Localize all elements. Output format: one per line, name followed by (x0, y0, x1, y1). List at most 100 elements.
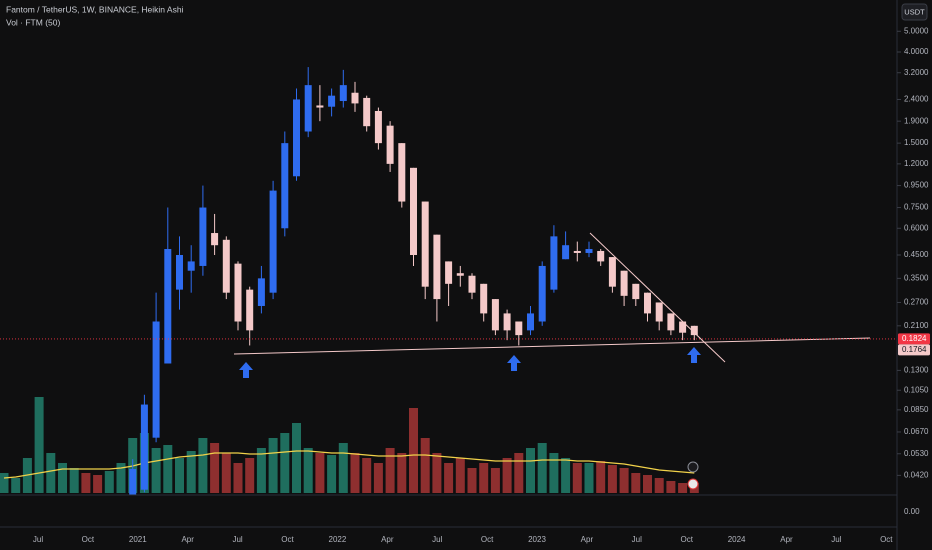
volume-bar (549, 453, 559, 493)
candle-body (468, 275, 476, 293)
volume-bar (11, 478, 21, 493)
x-tick-label: Jul (632, 535, 642, 544)
candle-body (328, 95, 336, 107)
x-tick-label: Oct (481, 535, 494, 544)
candle-body (164, 249, 172, 364)
volume-bar (479, 463, 489, 493)
y-tick-label: 1.9000 (904, 116, 929, 125)
x-tick-label: Oct (281, 535, 294, 544)
volume-bar (373, 463, 383, 493)
volume-bar (584, 463, 594, 493)
candle-body (246, 289, 254, 331)
price-label-box (898, 344, 930, 356)
candle-body (585, 249, 593, 253)
volume-bar (490, 468, 500, 493)
volume-bar (514, 453, 524, 493)
event-icon[interactable] (687, 478, 699, 490)
candle-body (234, 263, 242, 322)
price-label: 0.1824 (902, 334, 927, 343)
volume-bar (256, 448, 266, 493)
volume-bar (151, 448, 161, 493)
y-tick-label: 0.2700 (904, 298, 929, 307)
volume-bar (292, 423, 301, 493)
y-tick-label: 0.0850 (904, 405, 929, 414)
candle-body (538, 265, 546, 322)
volume-bar (502, 458, 512, 493)
volume-bar (221, 453, 231, 493)
volume-bar (455, 458, 465, 493)
candle-body (632, 283, 640, 300)
candle-body (374, 110, 382, 144)
plot-area (0, 67, 699, 495)
volume-bar (93, 475, 103, 493)
volume-bar (245, 458, 255, 493)
volume-bar (81, 473, 91, 493)
candle-body (491, 299, 499, 331)
y-tick-label: 0.0670 (904, 427, 929, 436)
volume-bar (58, 463, 67, 493)
candle-body (316, 105, 324, 108)
candle-body (421, 201, 429, 287)
volume-bar (362, 458, 372, 493)
volume-bar (315, 453, 325, 493)
candle-body (679, 321, 687, 333)
candle-body (187, 261, 195, 271)
candle-body (199, 207, 207, 266)
volume-bar (175, 458, 184, 493)
volume-bar (397, 453, 407, 493)
price-label: 0.1764 (902, 345, 927, 354)
chart-title: Fantom / TetherUS, 1W, BINANCE, Heikin A… (6, 4, 184, 14)
candle-body (433, 234, 441, 300)
candle-body (304, 85, 312, 132)
y-tick-label: 0.7500 (904, 203, 929, 212)
candle-body (527, 313, 534, 331)
volume-bar (69, 468, 79, 493)
volume-bar (104, 471, 114, 493)
x-tick-label: Apr (381, 535, 394, 544)
volume-bar (619, 468, 629, 493)
volume-bar (0, 473, 9, 493)
arrow (507, 355, 521, 371)
candle-body (176, 255, 183, 290)
volume-bar (572, 463, 582, 493)
volume-ma (3, 450, 695, 479)
y-tick-label: 0.6000 (904, 223, 929, 232)
volume-bar (116, 463, 126, 493)
candle-body (480, 283, 488, 314)
x-tick-label: Jul (33, 535, 43, 544)
volume-bar (34, 397, 44, 493)
candle-body (573, 250, 581, 253)
candle-body (129, 468, 137, 495)
x-tick-label: Jul (432, 535, 442, 544)
candle-body (281, 143, 289, 229)
x-tick-label: Jul (232, 535, 242, 544)
volume-bar (198, 438, 208, 493)
volume-bar (444, 463, 454, 493)
candle-body (562, 245, 570, 260)
y-tick-label: 0.2100 (904, 321, 929, 330)
volume-bar (409, 408, 418, 493)
resistance-line (589, 232, 726, 363)
y-tick-label: 3.2000 (904, 68, 929, 77)
arrow (687, 347, 701, 363)
x-tick-label: 2021 (129, 535, 147, 544)
volume-title: Vol · FTM (50) (6, 17, 60, 27)
volume-bar (338, 443, 348, 493)
x-tick-label: Apr (780, 535, 793, 544)
y-tick-label: 0.4500 (904, 250, 929, 259)
volume-bar (46, 453, 56, 493)
currency-button[interactable] (901, 3, 928, 21)
volume-bar (561, 458, 571, 493)
volume-bar (596, 461, 606, 493)
x-tick-label: Oct (880, 535, 893, 544)
volume-bar (526, 448, 535, 493)
volume-bar (643, 475, 652, 493)
y-tick-label: 0.3500 (904, 273, 929, 282)
x-tick-label: 2024 (728, 535, 746, 544)
volume-bar (631, 473, 641, 493)
arrows (239, 347, 701, 378)
candle-body (550, 236, 558, 290)
event-icon[interactable] (687, 461, 699, 473)
